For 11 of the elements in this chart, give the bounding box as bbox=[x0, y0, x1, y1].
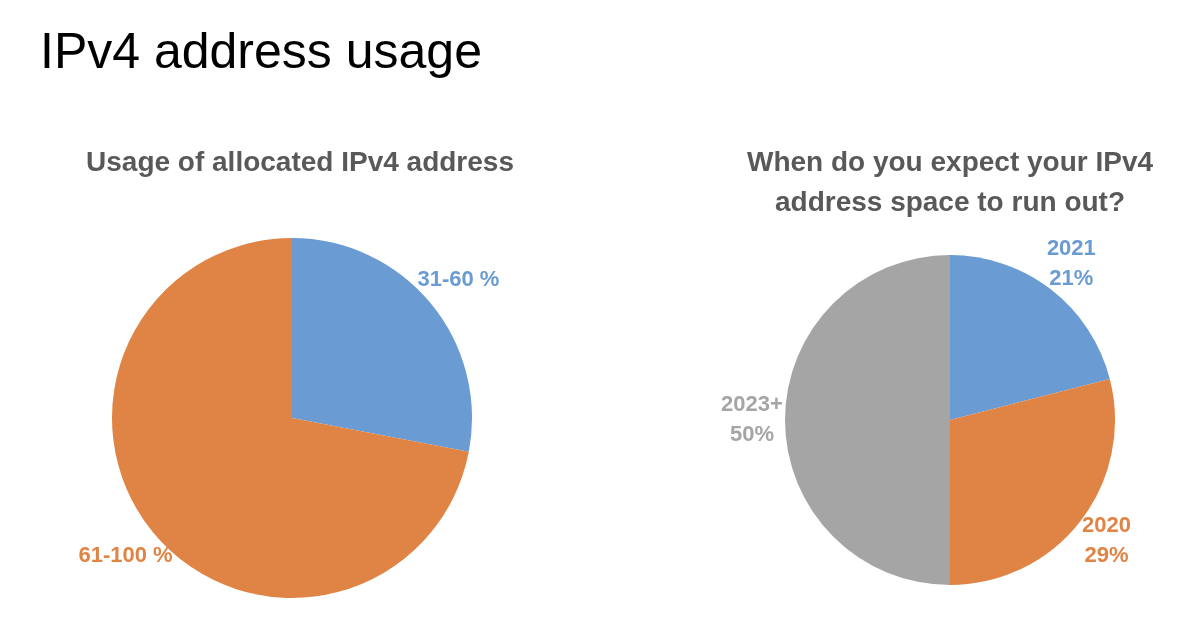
data-label: 29% bbox=[1084, 542, 1129, 568]
chart-title: Usage of allocated IPv4 address bbox=[85, 145, 515, 179]
data-label: 21% bbox=[1049, 264, 1094, 290]
text: IPv4 address usage bbox=[40, 22, 482, 80]
slice-label: 2020 bbox=[1081, 512, 1131, 538]
slice-label: 31-60 % bbox=[417, 266, 500, 292]
slice-label: 2023+ bbox=[721, 391, 783, 417]
data-label: 50% bbox=[729, 421, 775, 447]
chart-title: When do you expect your IPv4 address space to run out? bbox=[745, 145, 1155, 219]
slice-label: 61-100 % bbox=[78, 541, 173, 567]
slice-label: 2021 bbox=[1046, 234, 1096, 260]
